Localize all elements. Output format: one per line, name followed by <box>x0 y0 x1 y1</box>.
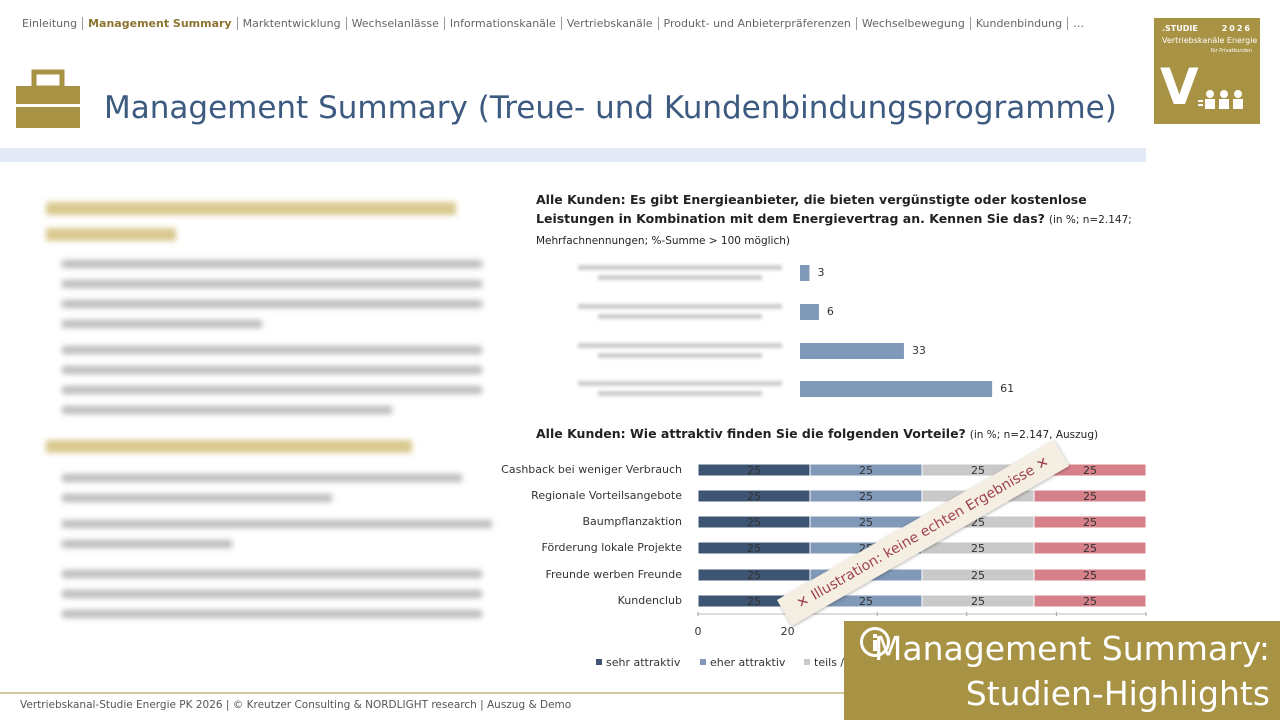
bar-segment <box>1033 489 1147 503</box>
bar-segment <box>1033 594 1147 608</box>
value-label: 25 <box>1083 464 1097 477</box>
badge-label: .STUDIE <box>1162 24 1198 33</box>
value-label: 25 <box>747 595 761 608</box>
x-tick-label: 20 <box>781 625 795 638</box>
footer: Vertriebskanal-Studie Energie PK 2026 | … <box>20 699 572 711</box>
badge-line: für Privatkunden <box>1210 48 1252 54</box>
nav-item[interactable]: Vertriebskanäle <box>560 17 658 30</box>
value-label: 25 <box>747 516 761 529</box>
value-label: 25 <box>971 464 985 477</box>
category-label: Freunde werben Freunde <box>545 568 682 581</box>
nav-item[interactable]: Management Summary <box>82 17 237 30</box>
band <box>0 148 1146 162</box>
blurred-category <box>598 353 762 358</box>
nav-item[interactable]: … <box>1067 17 1089 30</box>
value-label: 25 <box>1083 595 1097 608</box>
bar-segment <box>1033 568 1147 582</box>
legend-swatch <box>700 659 706 665</box>
legend-label: sehr attraktiv <box>606 656 681 669</box>
value-label: 6 <box>827 305 834 318</box>
chart-title-text: Alle Kunden: Wie attraktiv finden Sie di… <box>536 426 966 441</box>
chart-note: (in %; n=2.147; Mehrfachnennungen; %-Sum… <box>536 214 1132 247</box>
bar-segment <box>1033 541 1147 555</box>
category-label: Cashback bei weniger Verbrauch <box>501 463 682 476</box>
value-label: 25 <box>971 569 985 582</box>
nav: Einleitung Management Summary Marktentwick… <box>22 17 1089 30</box>
value-label: 25 <box>859 490 873 503</box>
legend-swatch <box>596 659 602 665</box>
blurred-category <box>578 381 782 386</box>
value-label: 25 <box>859 464 873 477</box>
highlight-line: Management Summary: <box>873 629 1270 668</box>
category-label: Förderung lokale Projekte <box>542 541 683 554</box>
nav-item[interactable]: Informationskanäle <box>443 17 561 30</box>
legend-swatch <box>804 659 810 665</box>
badge-letter: V <box>1160 58 1199 116</box>
category-label: Baumpflanzaktion <box>582 515 682 528</box>
category-label: Regionale Vorteilsangebote <box>531 489 682 502</box>
nav-item[interactable]: Wechselanlässe <box>345 17 444 30</box>
highlight-line: Studien-Highlights <box>965 674 1270 713</box>
badge-year: 2026 <box>1221 24 1252 33</box>
briefcase-line <box>16 104 80 107</box>
people-icon <box>1198 90 1243 109</box>
chart-title: Alle Kunden: Es gibt Energieanbieter, di… <box>536 190 1146 251</box>
nav-item[interactable]: Einleitung <box>22 17 78 30</box>
value-label: 25 <box>971 595 985 608</box>
bar <box>800 265 810 281</box>
chart-note: (in %; n=2.147, Auszug) <box>969 429 1099 441</box>
chart-title-text: Alle Kunden: Es gibt Energieanbieter, di… <box>536 192 1087 226</box>
briefcase-handle <box>31 69 65 91</box>
value-label: 25 <box>859 516 873 529</box>
bar <box>800 304 819 320</box>
value-label: 33 <box>912 344 926 357</box>
bar-segment <box>1033 515 1147 529</box>
value-label: 3 <box>817 266 824 279</box>
blurred-text <box>46 202 492 618</box>
nav-item[interactable]: Produkt- und Anbieterpräferenzen <box>657 17 856 30</box>
blurred-category <box>578 304 782 309</box>
highlight-box: Management Summary: Studien-Highlights <box>844 621 1280 720</box>
value-label: 25 <box>1083 490 1097 503</box>
study-badge: .STUDIE 2026 Vertriebskanäle Energie für… <box>1154 18 1260 124</box>
blurred-category <box>598 391 762 396</box>
nav-item[interactable]: Kundenbindung <box>969 17 1067 30</box>
slide-title: Management Summary (Treue- und Kundenbin… <box>104 90 1117 126</box>
value-label: 25 <box>971 542 985 555</box>
legend-label: eher attraktiv <box>710 656 786 669</box>
blurred-category <box>578 343 782 348</box>
value-label: 25 <box>859 595 873 608</box>
x-tick-label: 0 <box>695 625 702 638</box>
value-label: 25 <box>747 490 761 503</box>
nav-item[interactable]: Wechselbewegung <box>855 17 970 30</box>
nav-item[interactable]: Marktentwicklung <box>236 17 346 30</box>
value-label: 25 <box>747 464 761 477</box>
badge-line: Vertriebskanäle Energie <box>1162 36 1258 45</box>
chart-title: Alle Kunden: Wie attraktiv finden Sie di… <box>536 426 1098 441</box>
value-label: 25 <box>747 542 761 555</box>
bar <box>800 343 904 359</box>
blurred-category <box>598 275 762 280</box>
category-label: Kundenclub <box>618 594 682 607</box>
value-label: 25 <box>1083 542 1097 555</box>
blurred-category <box>598 314 762 319</box>
value-label: 25 <box>747 569 761 582</box>
blurred-category <box>578 265 782 270</box>
value-label: 25 <box>1083 569 1097 582</box>
value-label: 61 <box>1000 382 1014 395</box>
value-label: 25 <box>1083 516 1097 529</box>
bar <box>800 381 993 397</box>
